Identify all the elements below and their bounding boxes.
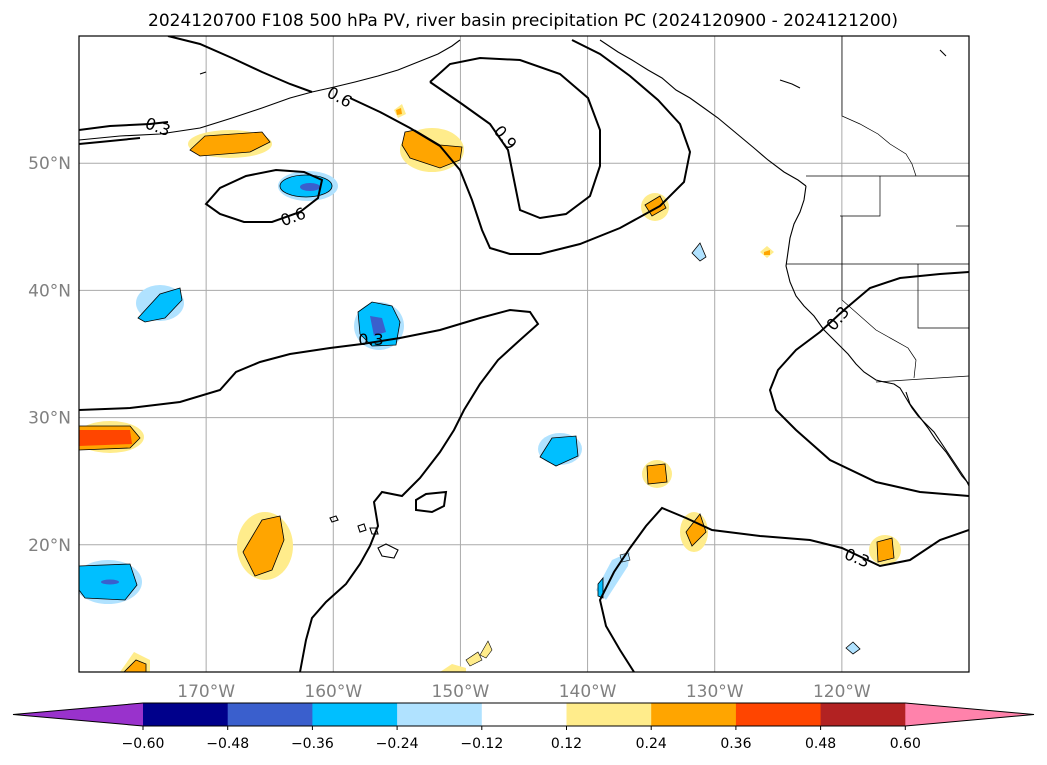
lon-tick-label: 120°W <box>813 682 871 702</box>
coast-fragment <box>199 71 207 75</box>
alaska-canada-border <box>841 36 917 177</box>
hawaii-island <box>357 523 367 533</box>
precip-patch <box>646 463 668 485</box>
colorbar-tick-label: 0.12 <box>551 736 582 752</box>
colorbar-swatch <box>735 703 822 726</box>
precip-patch <box>189 131 271 157</box>
precip-patch <box>685 513 707 547</box>
state-border <box>841 216 917 379</box>
colorbar-swatch <box>143 703 229 726</box>
lat-tick-label: 30°N <box>28 409 71 429</box>
colorbar-tick-label: −0.24 <box>376 736 419 752</box>
precip-patch <box>79 430 132 446</box>
hawaii-island <box>377 543 399 559</box>
precip-patch <box>597 576 604 599</box>
pv-contour-0-9-inner <box>429 56 601 220</box>
hawaii-island <box>329 515 339 523</box>
precip-patch <box>137 287 183 323</box>
lon-tick-label: 130°W <box>686 682 744 702</box>
pv-contour-0-3-central <box>79 308 540 672</box>
colorbar-tick-label: −0.12 <box>460 736 503 752</box>
colorbar-extend-min <box>13 703 143 726</box>
lon-tick-label: 160°W <box>304 682 362 702</box>
precip-patch <box>876 537 895 563</box>
pv-contour-0-6-closed <box>204 168 324 223</box>
precip-patch <box>370 316 386 336</box>
colorbar-tick-label: 0.24 <box>636 736 667 752</box>
precip-patch <box>396 108 402 115</box>
precip-patch <box>764 250 770 255</box>
colorbar-tick-label: −0.60 <box>122 736 165 752</box>
coast-fragment <box>779 79 801 89</box>
colorbar-swatch <box>651 703 737 726</box>
precip-patch <box>101 579 119 585</box>
precip-patch <box>242 515 285 577</box>
alaska-panhandle-coast <box>599 39 807 187</box>
colorbar-tick-label: 0.48 <box>805 736 836 752</box>
contour-label: 0.3 <box>358 330 383 349</box>
precip-patch <box>479 640 493 659</box>
lon-tick-label: 150°W <box>432 682 490 702</box>
alaska-coast <box>79 39 461 141</box>
pv-contours <box>79 36 969 672</box>
map-title: 2024120700 F108 500 hPa PV, river basin … <box>148 11 898 31</box>
lon-tick-label: 170°W <box>177 682 235 702</box>
colorbar: −0.60 −0.48 −0.36 −0.24 −0.12 0.12 0.24 0.36 0.4… <box>12 702 1035 752</box>
precip-patch <box>440 664 466 672</box>
political-borders <box>786 36 969 383</box>
precip-patch <box>691 242 707 262</box>
lat-tick-label: 20°N <box>28 536 71 556</box>
colorbar-swatch <box>566 703 652 726</box>
precip-patch <box>845 641 861 655</box>
precip-patch <box>123 659 147 672</box>
colorbar-swatch <box>312 703 398 726</box>
lat-tick-label: 50°N <box>28 154 71 174</box>
pacific-coast <box>785 185 969 487</box>
pv-contour-0-9-outer <box>349 39 692 255</box>
map-frame <box>78 35 970 673</box>
precip-patch <box>539 435 579 467</box>
baja-coast <box>905 391 969 485</box>
coast-fragment <box>939 49 947 57</box>
colorbar-swatch <box>397 703 483 726</box>
pv-contour-0-3-north <box>79 121 169 131</box>
tick-labels: 170°W 160°W 150°W 140°W 130°W 120°W 20°N 30°N 40… <box>28 154 871 702</box>
precip-patch <box>465 651 483 667</box>
pv-contour-0-3-west <box>79 137 141 145</box>
us-mexico-border <box>875 375 969 383</box>
colorbar-swatch <box>481 703 567 726</box>
lon-tick-label: 140°W <box>559 682 617 702</box>
lat-tick-label: 40°N <box>28 281 71 301</box>
colorbar-tick-label: −0.48 <box>206 736 249 752</box>
state-border <box>840 176 881 217</box>
map-panel: 0.3 0.6 0.6 0.9 0.3 0.3 0.3 170°W 160°W 15… <box>28 35 970 702</box>
coastlines <box>79 39 969 559</box>
pv-contour-0-3-east <box>768 271 969 497</box>
colorbar-swatch <box>820 703 906 726</box>
precip-patch <box>300 183 320 191</box>
colorbar-tick-label: 0.60 <box>890 736 921 752</box>
hawaii-island <box>369 527 379 535</box>
pv-contour-0-6-north <box>167 36 313 93</box>
colorbar-tick-label: −0.36 <box>291 736 334 752</box>
map-content: 0.3 0.6 0.6 0.9 0.3 0.3 0.3 <box>79 36 969 672</box>
pv-contour-0-3-small <box>415 490 448 514</box>
pv-contour-0-3-south <box>598 506 969 672</box>
colorbar-swatch <box>227 703 313 726</box>
colorbar-tick-label: 0.36 <box>720 736 751 752</box>
state-border <box>917 264 969 329</box>
colorbar-extend-max <box>905 703 1034 726</box>
